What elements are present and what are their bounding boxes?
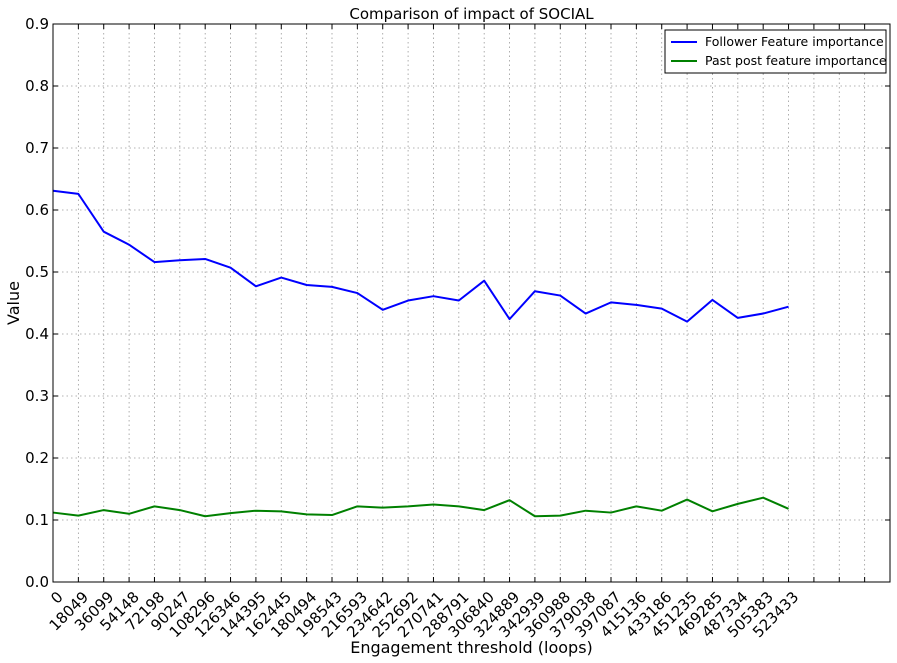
y-tick-labels: 0.0 0.1 0.2 0.3 0.4 0.5 0.6 0.7 0.8 0.9 [25,15,49,591]
y-tick-label: 0.8 [25,77,49,95]
y-tick-label: 0.1 [25,511,49,529]
y-tick-label: 0.7 [25,139,49,157]
legend-box [664,29,887,74]
legend-label-follower: Follower Feature importance [705,34,884,49]
axes [52,23,891,583]
plot-frame [52,23,891,583]
y-tick-label: 0.6 [25,201,49,219]
y-axis-label: Value [4,281,23,325]
chart-title: Comparison of impact of SOCIAL [349,5,594,23]
x-axis-label: Engagement threshold (loops) [350,638,593,657]
legend: Follower Feature importance Past post fe… [664,29,887,74]
series-line-past-post [52,496,789,518]
series-lines [52,189,789,518]
y-tick-label: 0.3 [25,387,49,405]
y-tick-label: 0.5 [25,263,49,281]
y-tick-label: 0.0 [25,573,49,591]
legend-label-past-post: Past post feature importance [705,53,887,68]
y-tick-label: 0.2 [25,449,49,467]
series-line-follower [52,189,789,323]
x-tick-labels: 0180493609954148721989024710829612634614… [46,588,803,641]
y-tick-label: 0.4 [25,325,49,343]
y-tick-label: 0.9 [25,15,49,33]
